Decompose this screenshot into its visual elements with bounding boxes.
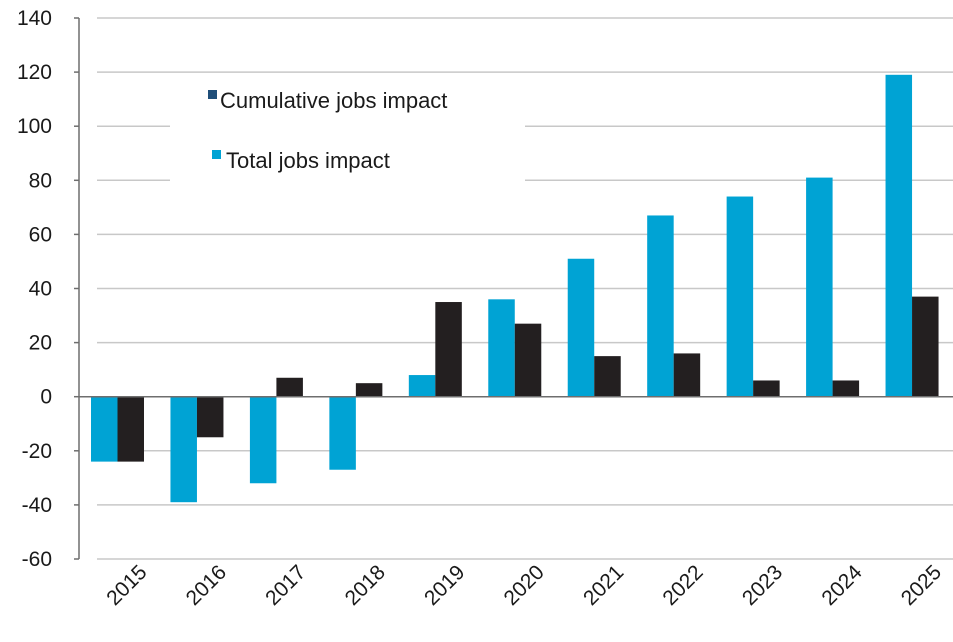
bar-total-2017 bbox=[249, 396, 277, 484]
y-tick-label: 140 bbox=[17, 7, 52, 30]
bar-cumulative-2025 bbox=[912, 296, 939, 397]
y-tick-label: -40 bbox=[22, 494, 52, 517]
bar-cumulative-2023 bbox=[753, 380, 780, 397]
x-tick-label: 2020 bbox=[500, 561, 549, 610]
bar-total-2023 bbox=[726, 196, 754, 397]
y-tick-label: -20 bbox=[22, 440, 52, 463]
bar-total-2018 bbox=[329, 396, 356, 470]
bar-total-2016 bbox=[170, 396, 197, 503]
bar-cumulative-2024 bbox=[832, 380, 860, 397]
legend: Cumulative jobs impact Total jobs impact bbox=[170, 78, 525, 198]
bar-total-2022 bbox=[647, 215, 674, 397]
y-tick-label: 0 bbox=[40, 386, 52, 409]
x-tick-label: 2022 bbox=[658, 561, 707, 610]
y-tick-label: 100 bbox=[17, 115, 52, 138]
bar-total-2025 bbox=[885, 74, 913, 397]
bars bbox=[91, 74, 939, 503]
x-tick-label: 2016 bbox=[182, 561, 231, 610]
bar-total-2024 bbox=[806, 177, 833, 397]
y-tick-labels: 140 120 100 80 60 40 20 0 -20 -40 -60 bbox=[17, 7, 79, 571]
y-tick-label: 120 bbox=[17, 61, 52, 84]
x-tick-labels: 2015 2016 2017 2018 2019 2020 2021 2022 2023 2024… bbox=[102, 561, 946, 611]
legend-label-total: Total jobs impact bbox=[226, 148, 390, 173]
x-tick-label: 2025 bbox=[897, 561, 946, 610]
x-tick-label: 2015 bbox=[102, 561, 151, 610]
legend-swatch-total bbox=[212, 150, 221, 159]
bar-total-2015 bbox=[91, 396, 118, 462]
bar-cumulative-2018 bbox=[355, 383, 383, 397]
x-tick-label: 2018 bbox=[341, 561, 390, 610]
y-tick-label: 40 bbox=[29, 278, 52, 301]
bar-total-2019 bbox=[408, 375, 436, 397]
legend-background bbox=[170, 78, 525, 198]
bar-cumulative-2020 bbox=[514, 323, 542, 397]
y-tick-label: 80 bbox=[29, 169, 52, 192]
x-tick-label: 2023 bbox=[738, 561, 787, 610]
x-tick-label: 2021 bbox=[579, 561, 628, 610]
x-tick-label: 2024 bbox=[817, 561, 867, 611]
bar-cumulative-2021 bbox=[594, 356, 621, 397]
bar-cumulative-2019 bbox=[435, 302, 462, 397]
bar-cumulative-2017 bbox=[276, 377, 303, 397]
x-tick-label: 2019 bbox=[420, 561, 469, 610]
bar-cumulative-2016 bbox=[196, 396, 224, 438]
x-tick-label: 2017 bbox=[261, 561, 310, 610]
bar-cumulative-2022 bbox=[673, 353, 701, 397]
y-tick-label: -60 bbox=[22, 548, 52, 571]
bar-total-2021 bbox=[567, 258, 595, 397]
legend-label-cumulative: Cumulative jobs impact bbox=[220, 88, 447, 113]
y-tick-label: 60 bbox=[29, 223, 52, 246]
bar-total-2020 bbox=[488, 299, 515, 397]
legend-swatch-cumulative bbox=[208, 90, 217, 99]
bar-cumulative-2015 bbox=[117, 396, 144, 462]
y-tick-label: 20 bbox=[29, 332, 52, 355]
